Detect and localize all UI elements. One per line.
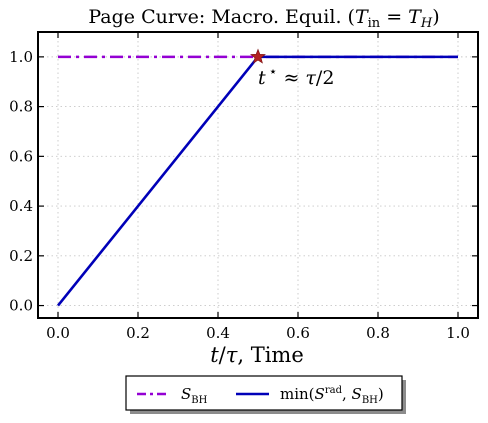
x-tick-label: 0.2 (126, 324, 150, 342)
y-tick-label: 0.6 (9, 147, 33, 165)
series-line-min (56, 55, 458, 307)
x-tick-label: 0.6 (286, 324, 310, 342)
x-tick-label: 0.0 (46, 324, 70, 342)
crossover-star-marker (250, 48, 266, 64)
y-tick-label: 1.0 (9, 48, 33, 66)
chart-title: Page Curve: Macro. Equil. (Tin = TH) (88, 6, 439, 31)
x-tick-label: 0.8 (366, 324, 390, 342)
crossover-annotation: t ⋆ ≈ τ/2 (258, 64, 334, 89)
legend: SBH min(Srad, SBH) (125, 375, 406, 414)
x-tick-label: 0.4 (206, 324, 230, 342)
series-lines (56, 55, 458, 307)
plot-frame (37, 31, 479, 319)
legend-label-min: min(Srad, SBH) (280, 385, 384, 406)
x-axis-label: t/τ, Time (210, 343, 304, 367)
markers (250, 48, 266, 64)
y-tick-label: 0.2 (9, 247, 33, 265)
x-tick-label: 1.0 (446, 324, 470, 342)
y-tick-label: 0.0 (9, 297, 33, 315)
y-tick-label: 0.8 (9, 98, 33, 116)
y-tick-label: 0.4 (9, 197, 33, 215)
legend-label-sbh: SBH (181, 385, 208, 406)
axis-ticks: 0.0 0.2 0.4 0.6 0.8 1.0 0.0 0.2 0.4 0.6 0.8 1.0 (9, 32, 478, 342)
